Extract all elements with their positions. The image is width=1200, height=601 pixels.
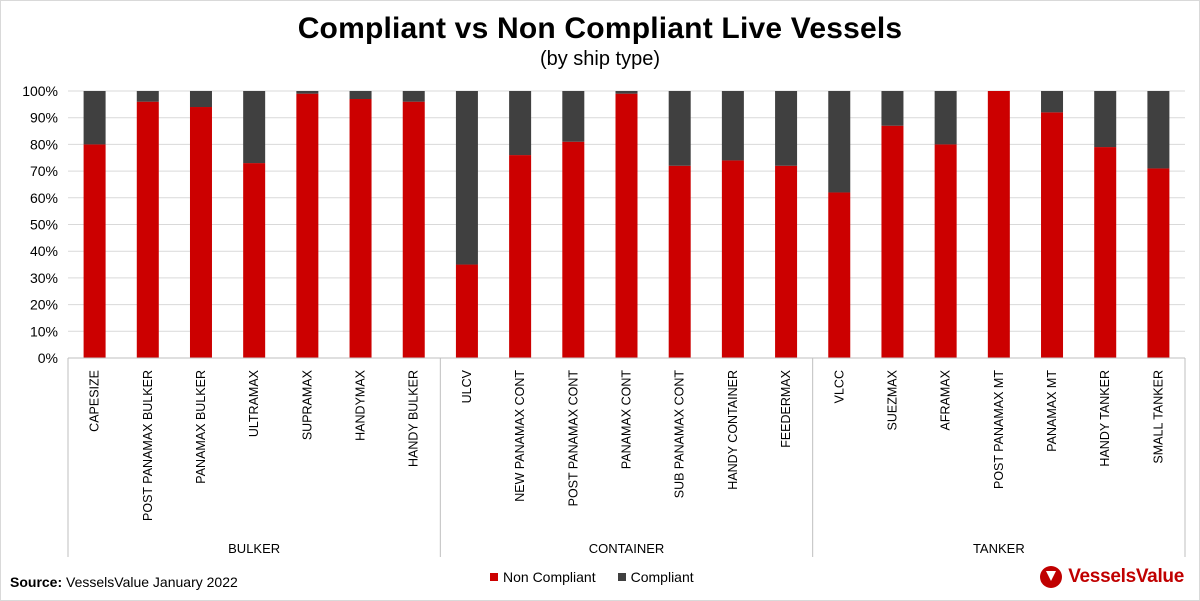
vesselsvalue-logo: VesselsValue bbox=[1040, 566, 1184, 588]
bar-non-compliant bbox=[349, 99, 372, 358]
bar-compliant bbox=[721, 91, 744, 161]
bar-non-compliant bbox=[243, 163, 266, 358]
x-category-label: POST PANAMAX MT bbox=[992, 370, 1006, 489]
y-tick-label: 70% bbox=[30, 163, 58, 179]
bar-non-compliant bbox=[934, 144, 957, 358]
chart-subtitle: (by ship type) bbox=[539, 48, 661, 70]
x-category-label: FEEDERMAX bbox=[779, 369, 793, 447]
bar-non-compliant bbox=[721, 160, 744, 358]
x-category-label: SUEZMAX bbox=[885, 369, 899, 430]
bar-non-compliant bbox=[1041, 112, 1064, 358]
bar-compliant bbox=[349, 91, 372, 100]
y-tick-label: 90% bbox=[30, 110, 58, 126]
bar-compliant bbox=[828, 91, 851, 193]
logo-text: VesselsValue bbox=[1068, 566, 1184, 587]
legend-swatch-compliant bbox=[617, 573, 626, 581]
bar-non-compliant bbox=[668, 165, 691, 358]
x-category-label: ULCV bbox=[460, 369, 474, 403]
bar-compliant bbox=[668, 91, 691, 166]
y-tick-label: 0% bbox=[38, 350, 58, 366]
bar-non-compliant bbox=[296, 93, 319, 359]
bar-compliant bbox=[775, 91, 798, 166]
y-tick-label: 60% bbox=[30, 190, 58, 206]
bar-non-compliant bbox=[83, 144, 106, 358]
y-tick-label: 80% bbox=[30, 136, 58, 152]
bar-compliant bbox=[455, 91, 478, 265]
x-category-label: PANAMAX MT bbox=[1045, 370, 1059, 452]
bar-compliant bbox=[83, 91, 106, 145]
x-category-label: ULTRAMAX bbox=[247, 369, 261, 437]
bar-compliant bbox=[1041, 91, 1064, 113]
x-category-label: HANDY TANKER bbox=[1098, 370, 1112, 467]
bar-non-compliant bbox=[562, 141, 585, 358]
x-category-label: VLCC bbox=[832, 370, 846, 403]
bar-compliant bbox=[509, 91, 532, 156]
legend-label-compliant: Compliant bbox=[630, 569, 694, 585]
source-note: Source: VesselsValue January 2022 bbox=[10, 574, 238, 590]
y-tick-label: 50% bbox=[30, 217, 58, 233]
bar-non-compliant bbox=[136, 101, 159, 359]
group-label: CONTAINER bbox=[589, 541, 665, 556]
chart-title: Compliant vs Non Compliant Live Vessels bbox=[297, 12, 903, 45]
logo-icon bbox=[1040, 566, 1063, 588]
x-category-label: SUB PANAMAX CONT bbox=[673, 370, 687, 499]
bar-non-compliant bbox=[455, 264, 478, 358]
bar-compliant bbox=[562, 91, 585, 142]
bar-non-compliant bbox=[1147, 168, 1170, 358]
bar-compliant bbox=[189, 91, 212, 108]
bar-non-compliant bbox=[402, 101, 425, 359]
y-tick-label: 100% bbox=[22, 83, 58, 99]
group-label: TANKER bbox=[973, 541, 1025, 556]
bar-compliant bbox=[1147, 91, 1170, 169]
y-tick-label: 40% bbox=[30, 243, 58, 259]
bar-non-compliant bbox=[189, 107, 212, 359]
source-text: VesselsValue January 2022 bbox=[66, 574, 238, 590]
bar-compliant bbox=[881, 91, 904, 126]
x-category-label: HANDY BULKER bbox=[407, 370, 421, 467]
bar-non-compliant bbox=[881, 125, 904, 359]
bar-compliant bbox=[243, 91, 266, 164]
legend-swatch-non-compliant bbox=[490, 573, 498, 581]
x-category-label: PANAMAX CONT bbox=[620, 370, 634, 469]
bar-compliant bbox=[934, 91, 957, 145]
x-category-label: POST PANAMAX BULKER bbox=[141, 370, 155, 521]
bar-compliant bbox=[136, 91, 159, 102]
bar-non-compliant bbox=[987, 91, 1010, 358]
legend: Non Compliant Compliant bbox=[490, 569, 694, 585]
y-tick-label: 10% bbox=[30, 323, 58, 339]
bar-non-compliant bbox=[775, 165, 798, 358]
legend-item-non-compliant: Non Compliant bbox=[490, 569, 596, 585]
bar-non-compliant bbox=[828, 192, 851, 358]
bar-compliant bbox=[296, 91, 319, 94]
legend-item-compliant: Compliant bbox=[617, 569, 694, 585]
legend-label-non-compliant: Non Compliant bbox=[503, 569, 596, 585]
source-label: Source: bbox=[10, 574, 63, 590]
bar-compliant bbox=[615, 91, 638, 94]
bar-non-compliant bbox=[509, 155, 532, 358]
x-category-label: NEW PANAMAX CONT bbox=[513, 370, 527, 502]
bar-compliant bbox=[402, 91, 425, 102]
bar-non-compliant bbox=[1094, 147, 1117, 358]
x-category-label: POST PANAMAX CONT bbox=[566, 370, 580, 507]
bar-non-compliant bbox=[615, 93, 638, 359]
x-category-label: CAPESIZE bbox=[88, 370, 102, 432]
bar-compliant bbox=[1094, 91, 1117, 148]
x-category-label: HANDYMAX bbox=[354, 369, 368, 441]
y-tick-label: 30% bbox=[30, 270, 58, 286]
x-category-label: HANDY CONTAINER bbox=[726, 370, 740, 490]
group-label: BULKER bbox=[228, 541, 280, 556]
x-category-label: SMALL TANKER bbox=[1151, 370, 1165, 464]
x-category-label: PANAMAX BULKER bbox=[194, 370, 208, 484]
x-category-label: AFRAMAX bbox=[939, 369, 953, 430]
x-category-label: SUPRAMAX bbox=[300, 369, 314, 440]
y-tick-label: 20% bbox=[30, 297, 58, 313]
